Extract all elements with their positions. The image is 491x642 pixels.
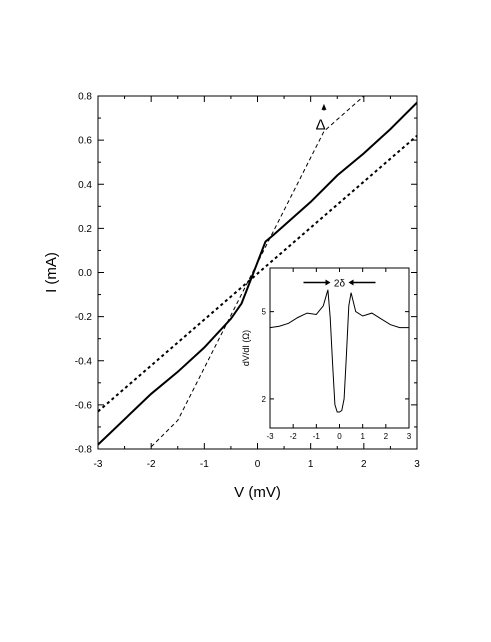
inset-y-axis-label: dV/dI (Ω) [241, 330, 251, 366]
inset-x-tick-label: 0 [337, 432, 342, 441]
y-tick-label: -0.6 [75, 400, 93, 411]
x-tick-label: 0 [255, 459, 261, 470]
y-tick-label: -0.4 [75, 356, 93, 367]
inset-plot-frame [269, 267, 410, 429]
inset-x-tick-label: -1 [313, 432, 321, 441]
inset-x-tick-label: 2 [384, 432, 389, 441]
inset-x-tick-label: -2 [290, 432, 298, 441]
delta-arrow-head [321, 103, 327, 110]
x-axis-label: V (mV) [234, 484, 281, 501]
two-delta-arrow-right-head [348, 279, 354, 286]
y-tick-label: 0.2 [78, 224, 92, 235]
series-line-solid [98, 101, 417, 446]
x-tick-label: 3 [414, 459, 420, 470]
inset-plot: -3 -2 -1 0 1 2 3 2 5 dV/dI (Ω) 2δ [241, 267, 412, 441]
y-tick-label: -0.2 [75, 312, 93, 323]
two-delta-annotation: 2δ [334, 279, 346, 290]
y-axis-label: I (mA) [43, 252, 60, 293]
y-tick-label: 0.6 [78, 136, 92, 147]
delta-annotation: Δ [316, 117, 326, 134]
y-tick-label: 0.0 [78, 268, 92, 279]
inset-y-tick-label: 2 [262, 395, 267, 404]
main-plot: -3 -2 -1 0 1 2 3 -0.8 -0.6 -0.4 -0.2 0.0 0.2 0.4 0.6 0.… [43, 92, 420, 502]
y-tick-label: 0.4 [78, 180, 92, 191]
y-tick-label: 0.8 [78, 92, 92, 103]
inset-x-tick-label: 3 [407, 432, 412, 441]
x-tick-label: 2 [361, 459, 367, 470]
inset-y-tick-label: 5 [262, 308, 267, 317]
inset-x-tick-label: -3 [266, 432, 274, 441]
series-line-dashed [150, 96, 365, 448]
x-tick-label: 1 [308, 459, 314, 470]
inset-x-tick-label: 1 [360, 432, 365, 441]
series-line-dotted [98, 134, 417, 413]
x-tick-label: -2 [147, 459, 156, 470]
y-tick-label: -0.8 [75, 445, 93, 456]
x-tick-label: -3 [94, 459, 103, 470]
inset-series-line [269, 289, 409, 413]
two-delta-arrow-left-head [325, 279, 331, 286]
x-tick-label: -1 [200, 459, 209, 470]
